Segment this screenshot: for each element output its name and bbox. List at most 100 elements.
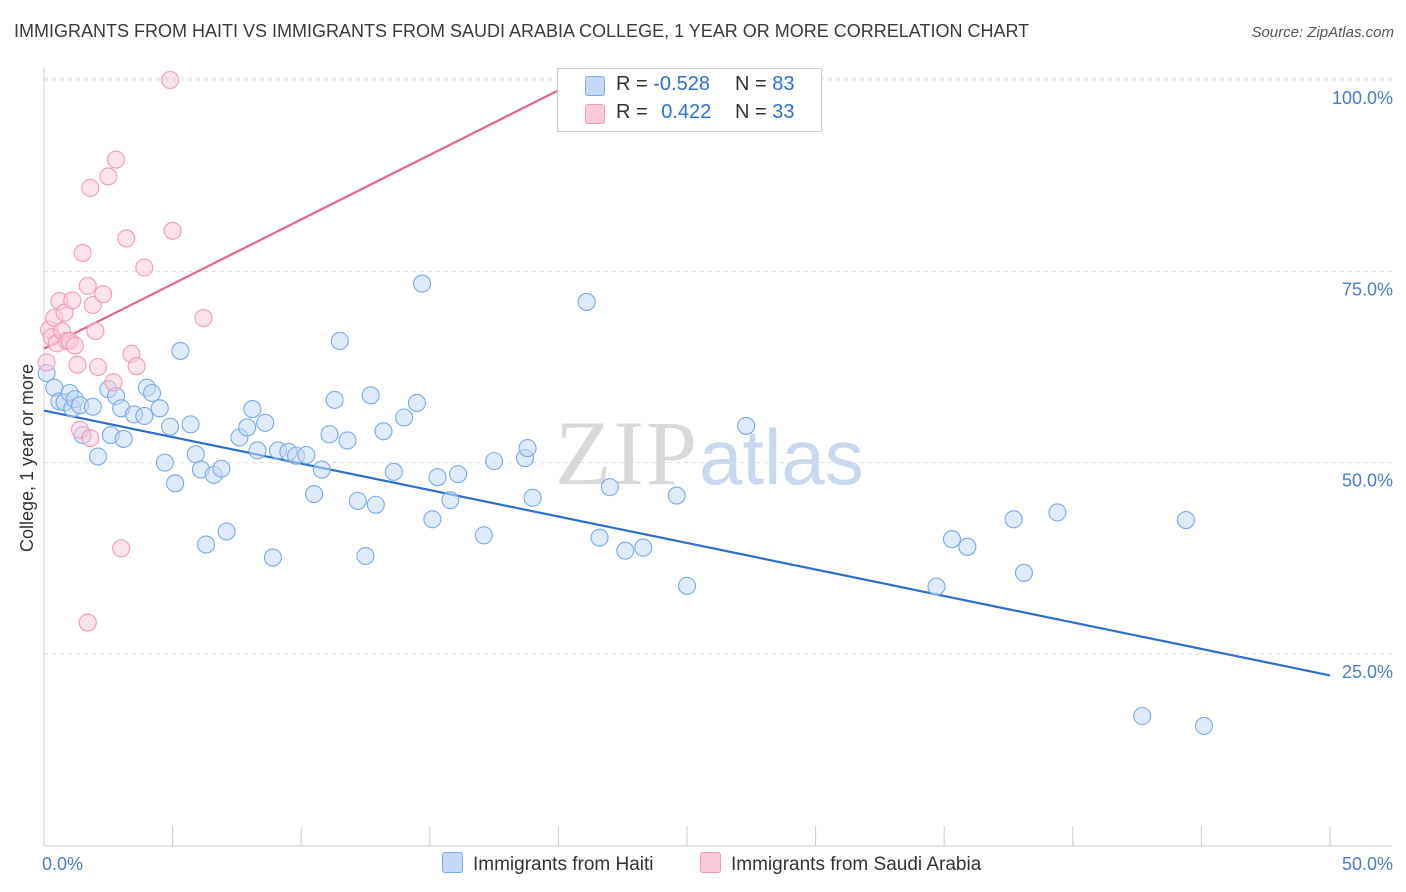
point-haiti xyxy=(523,488,542,507)
point-haiti xyxy=(942,530,961,549)
point-haiti xyxy=(384,462,403,481)
point-haiti xyxy=(142,383,162,403)
point-haiti xyxy=(160,417,180,436)
point-haiti xyxy=(737,416,756,435)
point-saudi xyxy=(88,357,108,377)
point-saudi xyxy=(163,221,182,240)
point-haiti xyxy=(320,425,339,444)
point-haiti xyxy=(88,447,108,466)
data-points xyxy=(37,70,1214,735)
point-saudi xyxy=(63,291,82,310)
point-saudi xyxy=(81,178,100,197)
legend-n-value-haiti: 83 xyxy=(772,73,795,95)
point-haiti xyxy=(485,452,504,471)
bottom-legend-label-saudi: Immigrants from Saudi Arabia xyxy=(731,854,982,875)
watermark-zip: ZIP xyxy=(555,402,699,504)
point-haiti xyxy=(338,431,357,450)
point-haiti xyxy=(297,445,316,465)
point-haiti xyxy=(256,413,275,432)
y-tick-label: 50.0% xyxy=(1342,471,1393,491)
point-haiti xyxy=(428,468,447,487)
point-haiti xyxy=(330,331,349,351)
point-haiti xyxy=(263,548,282,567)
bottom-legend-swatch-saudi xyxy=(700,852,721,873)
point-haiti xyxy=(374,422,393,441)
legend-n-label: N = xyxy=(735,101,767,123)
watermark-atlas: atlas xyxy=(699,413,864,501)
point-haiti xyxy=(449,465,468,484)
point-saudi xyxy=(86,321,105,341)
point-saudi xyxy=(112,539,131,558)
point-saudi xyxy=(65,336,84,355)
point-haiti xyxy=(196,535,216,554)
point-haiti xyxy=(238,418,257,437)
point-haiti xyxy=(248,441,267,460)
legend-swatch-haiti xyxy=(585,76,605,96)
point-haiti xyxy=(325,390,344,409)
legend-row-haiti: R = -0.528 N = 83 xyxy=(558,72,821,100)
point-haiti xyxy=(83,397,102,416)
point-haiti xyxy=(348,491,367,510)
legend-row-saudi: R = 0.422 N = 33 xyxy=(558,100,821,128)
y-tick-label: 75.0% xyxy=(1342,279,1393,299)
bottom-legend-saudi: Immigrants from Saudi Arabia xyxy=(700,852,981,876)
point-haiti xyxy=(114,429,133,448)
point-haiti xyxy=(366,495,385,514)
point-haiti xyxy=(135,406,154,426)
tick-labels: 25.0% 50.0% 75.0% 100.0% 0.0% 50.0% xyxy=(42,88,1393,874)
point-haiti xyxy=(413,274,432,293)
point-saudi xyxy=(99,167,118,186)
point-saudi xyxy=(106,150,126,169)
legend-r-label: R = xyxy=(616,73,648,95)
point-haiti xyxy=(958,537,977,556)
point-haiti xyxy=(1014,563,1033,582)
trend-line-saudi xyxy=(43,79,580,350)
chart-title: IMMIGRANTS FROM HAITI VS IMMIGRANTS FROM… xyxy=(14,21,1030,41)
point-haiti xyxy=(155,453,174,472)
point-haiti xyxy=(243,400,262,419)
point-haiti xyxy=(1133,706,1152,726)
legend-r-value-haiti: -0.528 xyxy=(653,73,710,95)
point-haiti xyxy=(181,415,200,434)
point-haiti xyxy=(212,459,231,478)
y-tick-label: 25.0% xyxy=(1342,662,1393,682)
legend-n-value-saudi: 33 xyxy=(772,101,795,123)
point-haiti xyxy=(616,541,635,560)
point-haiti xyxy=(312,460,331,479)
point-haiti xyxy=(634,538,653,557)
point-haiti xyxy=(927,577,946,596)
bottom-legend-label-haiti: Immigrants from Haiti xyxy=(473,854,654,875)
point-haiti xyxy=(1176,510,1196,530)
source-label: Source: ZipAtlas.com xyxy=(1251,24,1394,41)
x-tick-label: 0.0% xyxy=(42,854,83,874)
point-saudi xyxy=(194,308,213,328)
point-saudi xyxy=(68,355,87,374)
point-haiti xyxy=(590,528,609,547)
point-saudi xyxy=(104,373,123,392)
point-saudi xyxy=(73,243,92,263)
point-haiti xyxy=(600,478,619,497)
point-haiti xyxy=(1194,716,1214,735)
point-haiti xyxy=(356,546,375,566)
point-haiti xyxy=(1004,510,1023,529)
point-haiti xyxy=(423,510,442,529)
legend: R = -0.528 N = 83 R = 0.422 N = 33 xyxy=(557,68,822,132)
watermark: ZIPatlas xyxy=(555,400,864,506)
point-saudi xyxy=(81,429,100,448)
point-saudi xyxy=(78,613,97,632)
point-haiti xyxy=(441,491,460,510)
x-tick-label: 50.0% xyxy=(1342,854,1393,874)
axes xyxy=(43,68,1392,847)
point-haiti xyxy=(395,408,414,427)
point-haiti xyxy=(171,341,190,360)
gridlines xyxy=(44,77,1392,655)
point-haiti xyxy=(407,393,426,413)
legend-r-value-saudi: 0.422 xyxy=(661,101,712,123)
point-haiti xyxy=(518,439,537,458)
point-haiti xyxy=(150,399,169,418)
point-haiti xyxy=(1048,503,1067,522)
bottom-legend-swatch-haiti xyxy=(442,852,463,873)
point-haiti xyxy=(166,474,185,493)
trend-line-haiti xyxy=(43,409,1331,677)
